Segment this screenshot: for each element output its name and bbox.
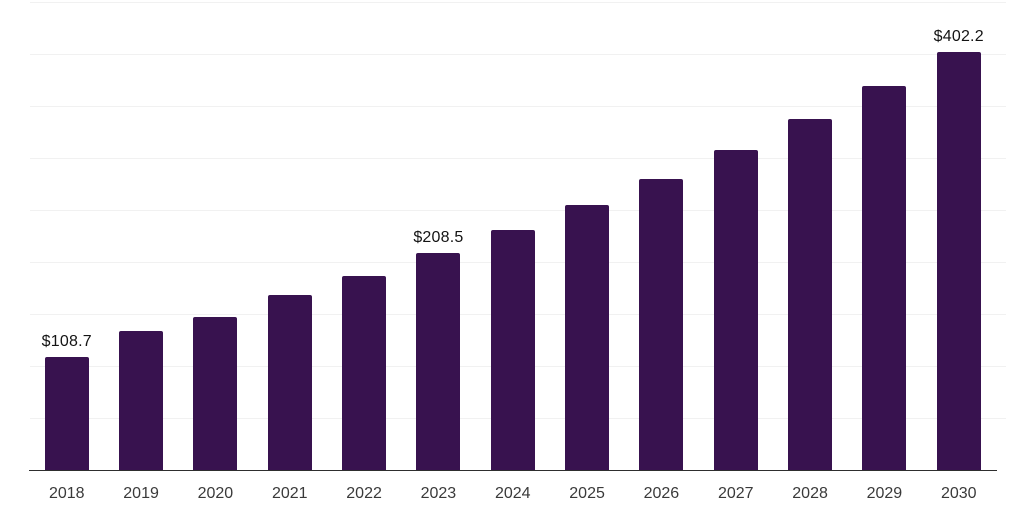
x-tick-2024: 2024 (494, 485, 531, 502)
value-label-2018: $108.7 (41, 333, 92, 350)
bar-2020 (193, 317, 238, 470)
gridline-250 (30, 210, 1006, 211)
bar-2024 (490, 230, 535, 470)
bar-2023 (416, 253, 461, 470)
x-tick-2020: 2020 (197, 485, 234, 502)
x-axis-line (29, 470, 997, 471)
x-tick-2026: 2026 (643, 485, 680, 502)
x-tick-2018: 2018 (48, 485, 85, 502)
value-label-2030: $402.2 (933, 28, 984, 45)
gridline-400 (30, 54, 1006, 55)
bar-2029 (862, 86, 907, 470)
x-tick-2025: 2025 (569, 485, 605, 502)
x-tick-2027: 2027 (717, 485, 754, 502)
bar-2018 (44, 357, 89, 470)
x-tick-2029: 2029 (866, 485, 903, 502)
gridline-350 (30, 106, 1006, 107)
gridline-450 (30, 2, 1006, 3)
bar-2030 (936, 52, 981, 470)
value-label-2023: $208.5 (413, 229, 464, 246)
bar-2025 (565, 205, 610, 470)
bar-2022 (342, 276, 387, 470)
x-tick-2022: 2022 (346, 485, 382, 502)
bar-2027 (713, 150, 758, 470)
plot-area: $108.7 $208.5 $402.2 (30, 0, 1006, 470)
bar-2021 (267, 295, 312, 470)
bar-2026 (639, 179, 684, 470)
x-tick-2030: 2030 (940, 485, 977, 502)
bar-2019 (119, 331, 164, 470)
gridline-300 (30, 158, 1006, 159)
bar-2028 (788, 119, 833, 470)
x-tick-2019: 2019 (123, 485, 159, 502)
x-tick-2021: 2021 (271, 485, 308, 502)
x-tick-2028: 2028 (792, 485, 828, 502)
x-tick-2023: 2023 (420, 485, 457, 502)
